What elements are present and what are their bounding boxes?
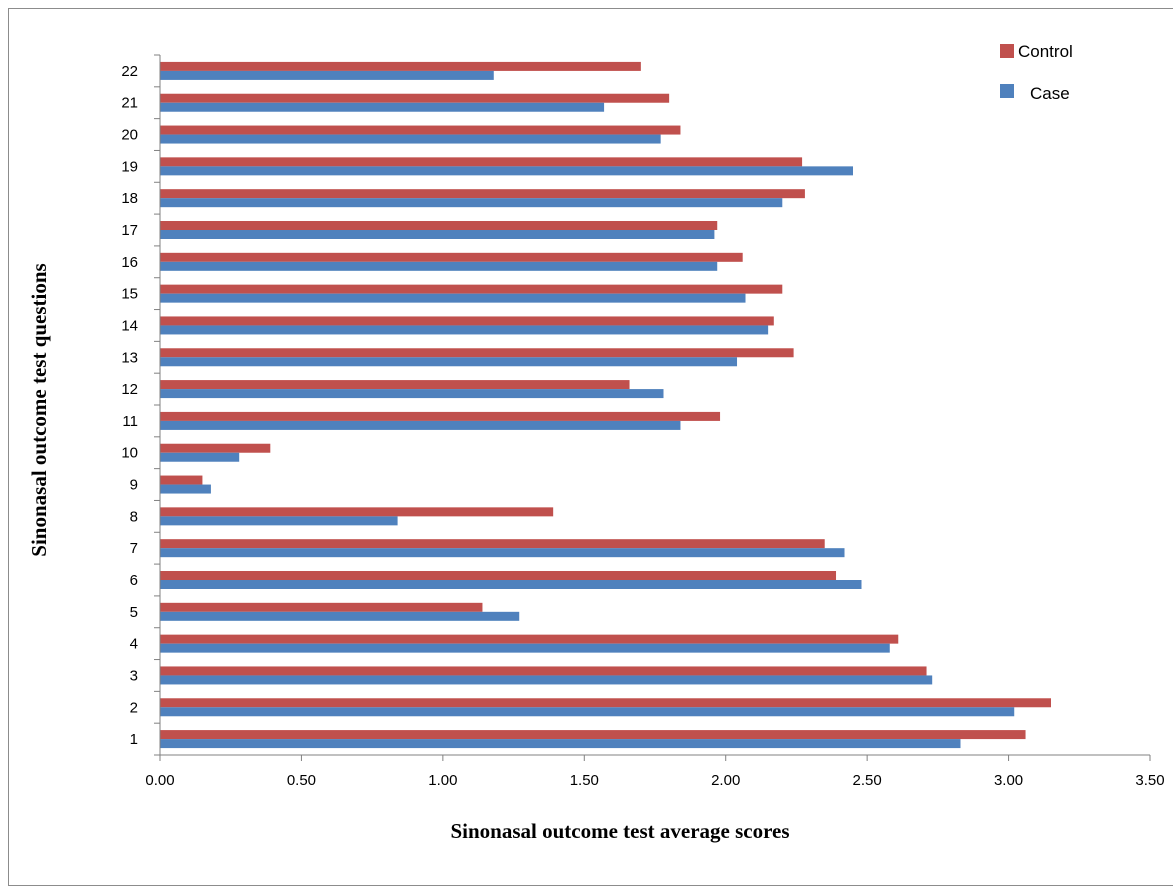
y-tick-label: 15 <box>121 286 138 303</box>
y-tick-label: 21 <box>121 95 138 112</box>
bar-control-q15 <box>160 285 782 294</box>
bar-control-q17 <box>160 221 717 230</box>
y-tick-label: 22 <box>121 63 138 80</box>
bar-case-q21 <box>160 103 604 112</box>
x-tick-label: 2.00 <box>711 772 740 789</box>
bar-case-q22 <box>160 71 494 80</box>
bar-case-q12 <box>160 389 663 398</box>
bar-case-q20 <box>160 135 661 144</box>
bar-case-q9 <box>160 485 211 494</box>
bar-control-q12 <box>160 380 630 389</box>
bar-case-q8 <box>160 516 398 525</box>
bar-control-q1 <box>160 730 1026 739</box>
y-tick-label: 9 <box>130 477 138 494</box>
x-tick-label: 0.00 <box>145 772 174 789</box>
y-tick-label: 1 <box>130 731 138 748</box>
y-tick-label: 11 <box>122 413 138 430</box>
x-tick-label: 1.00 <box>428 772 457 789</box>
bar-case-q15 <box>160 294 746 303</box>
y-tick-label: 3 <box>130 667 138 684</box>
y-tick-label: 14 <box>121 317 138 334</box>
y-tick-label: 20 <box>121 127 138 144</box>
legend: Control Case <box>1000 42 1073 103</box>
bar-case-q4 <box>160 644 890 653</box>
y-tick-label: 5 <box>130 604 138 621</box>
bar-control-q14 <box>160 316 774 325</box>
bar-case-q11 <box>160 421 680 430</box>
bar-case-q17 <box>160 230 714 239</box>
x-axis-title: Sinonasal outcome test average scores <box>450 819 789 843</box>
bars-group <box>160 62 1051 748</box>
y-tick-label: 13 <box>121 349 138 366</box>
x-tick-label: 3.00 <box>994 772 1023 789</box>
bar-control-q11 <box>160 412 720 421</box>
y-tick-label: 8 <box>130 508 138 525</box>
bar-control-q6 <box>160 571 836 580</box>
bar-control-q5 <box>160 603 482 612</box>
bar-control-q22 <box>160 62 641 71</box>
bar-case-q7 <box>160 548 845 557</box>
x-tick-label: 1.50 <box>570 772 599 789</box>
bar-case-q19 <box>160 166 853 175</box>
bar-case-q5 <box>160 612 519 621</box>
bar-case-q14 <box>160 325 768 334</box>
bar-control-q3 <box>160 666 927 675</box>
y-tick-label: 10 <box>121 445 138 462</box>
bar-case-q1 <box>160 739 960 748</box>
bar-control-q4 <box>160 635 898 644</box>
bar-control-q2 <box>160 698 1051 707</box>
bar-case-q2 <box>160 707 1014 716</box>
bar-control-q7 <box>160 539 825 548</box>
legend-label-control: Control <box>1018 42 1073 61</box>
legend-label-case: Case <box>1030 84 1070 103</box>
x-tick-label: 3.50 <box>1135 772 1164 789</box>
bar-case-q18 <box>160 198 782 207</box>
bar-control-q8 <box>160 507 553 516</box>
bar-control-q9 <box>160 476 202 485</box>
bar-control-q21 <box>160 94 669 103</box>
bar-case-q16 <box>160 262 717 271</box>
bar-control-q13 <box>160 348 794 357</box>
bar-control-q16 <box>160 253 743 262</box>
legend-swatch-case <box>1000 84 1014 98</box>
bar-case-q6 <box>160 580 861 589</box>
y-tick-label: 18 <box>121 190 138 207</box>
y-tick-label: 16 <box>121 254 138 271</box>
bar-control-q10 <box>160 444 270 453</box>
x-tick-label: 0.50 <box>287 772 316 789</box>
y-axis-title: Sinonasal outcome test questions <box>27 263 51 556</box>
y-tick-label: 4 <box>130 636 138 653</box>
y-tick-label: 2 <box>130 699 138 716</box>
bar-control-q18 <box>160 189 805 198</box>
bar-control-q19 <box>160 157 802 166</box>
y-tick-label: 19 <box>121 158 138 175</box>
y-tick-label: 7 <box>130 540 138 557</box>
y-tick-label: 6 <box>130 572 138 589</box>
y-tick-label: 17 <box>121 222 138 239</box>
y-tick-label: 12 <box>121 381 138 398</box>
bar-case-q10 <box>160 453 239 462</box>
bar-control-q20 <box>160 126 680 135</box>
x-tick-label: 2.50 <box>853 772 882 789</box>
legend-swatch-control <box>1000 44 1014 58</box>
bar-case-q13 <box>160 357 737 366</box>
bar-case-q3 <box>160 675 932 684</box>
